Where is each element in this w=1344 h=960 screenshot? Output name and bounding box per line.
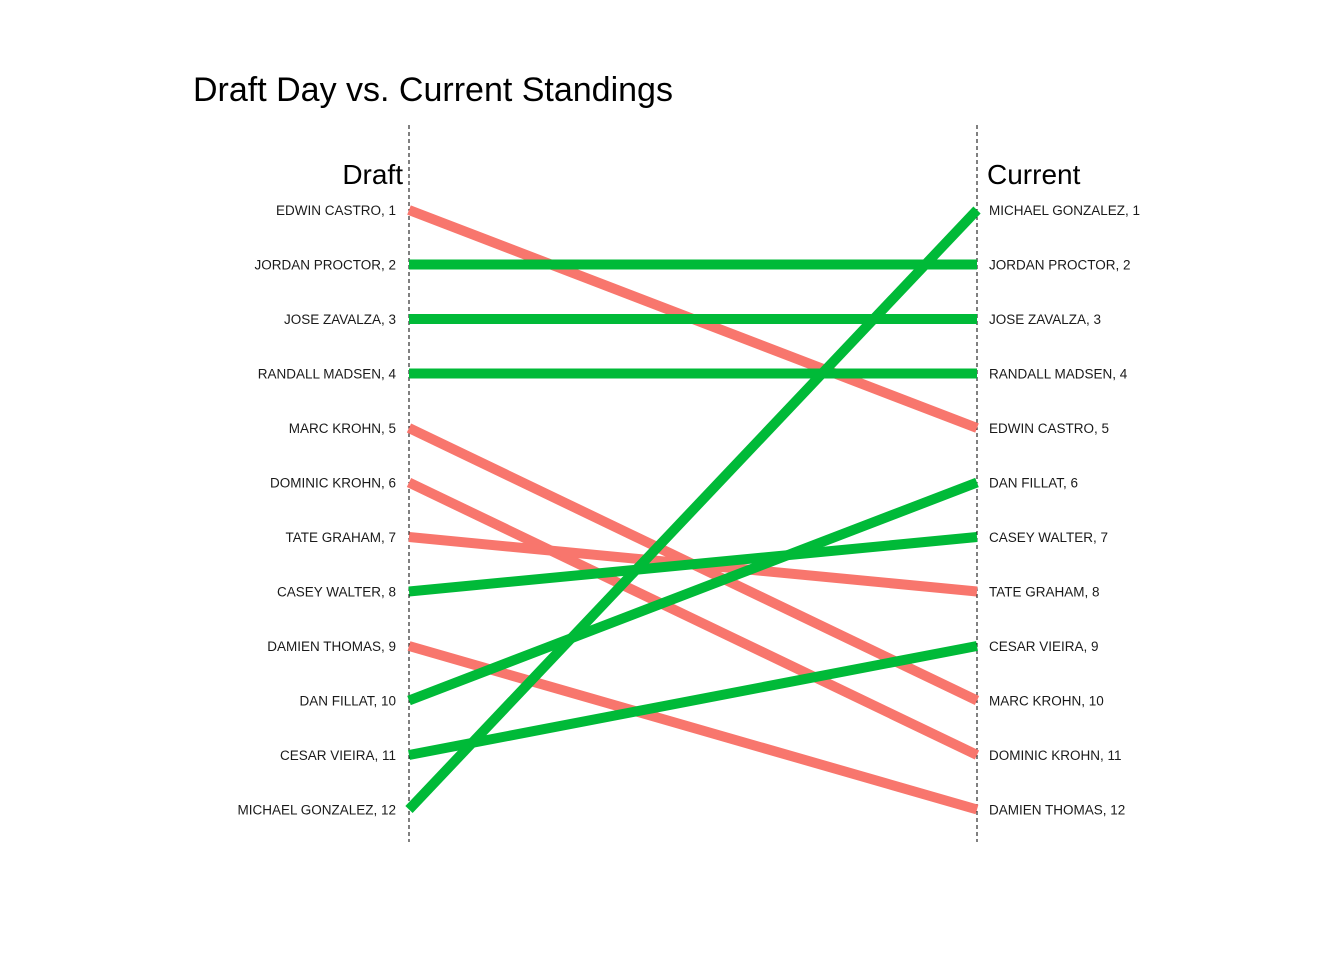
current-label-8: TATE GRAHAM, 8 <box>989 585 1100 600</box>
draft-label-7: TATE GRAHAM, 7 <box>285 530 396 545</box>
draft-label-11: CESAR VIEIRA, 11 <box>280 748 396 763</box>
current-header: Current <box>987 159 1081 190</box>
slope-line-5 <box>406 477 980 760</box>
slope-line-11 <box>405 206 981 813</box>
draft-label-4: RANDALL MADSEN, 4 <box>258 367 397 382</box>
draft-labels: EDWIN CASTRO, 1 JORDAN PROCTOR, 2 JOSE ZAV… <box>237 203 396 818</box>
draft-label-12: MICHAEL GONZALEZ, 12 <box>237 803 396 818</box>
current-label-7: CASEY WALTER, 7 <box>989 530 1108 545</box>
current-labels: MICHAEL GONZALEZ, 1 JORDAN PROCTOR, 2 JOSE… <box>989 203 1140 818</box>
current-label-2: JORDAN PROCTOR, 2 <box>989 258 1131 273</box>
current-label-12: DAMIEN THOMAS, 12 <box>989 803 1125 818</box>
draft-label-2: JORDAN PROCTOR, 2 <box>254 258 396 273</box>
draft-label-1: EDWIN CASTRO, 1 <box>276 203 396 218</box>
slope-line-10 <box>408 641 978 760</box>
current-label-1: MICHAEL GONZALEZ, 1 <box>989 203 1140 218</box>
slope-line-9 <box>407 477 979 706</box>
current-label-3: JOSE ZAVALZA, 3 <box>989 312 1101 327</box>
draft-label-3: JOSE ZAVALZA, 3 <box>284 312 396 327</box>
slope-line-7 <box>408 532 978 597</box>
draft-label-5: MARC KROHN, 5 <box>289 421 396 436</box>
slope-lines <box>405 205 981 815</box>
current-label-11: DOMINIC KROHN, 11 <box>989 748 1122 763</box>
draft-label-10: DAN FILLAT, 10 <box>299 694 396 709</box>
current-label-10: MARC KROHN, 10 <box>989 694 1104 709</box>
chart-title: Draft Day vs. Current Standings <box>193 71 673 109</box>
draft-header: Draft <box>342 159 403 190</box>
slope-line-8 <box>407 641 979 815</box>
current-label-4: RANDALL MADSEN, 4 <box>989 367 1128 382</box>
draft-label-8: CASEY WALTER, 8 <box>277 585 396 600</box>
current-label-9: CESAR VIEIRA, 9 <box>989 639 1099 654</box>
current-label-5: EDWIN CASTRO, 5 <box>989 421 1109 436</box>
draft-label-9: DAMIEN THOMAS, 9 <box>267 639 396 654</box>
current-label-6: DAN FILLAT, 6 <box>989 476 1078 491</box>
draft-label-6: DOMINIC KROHN, 6 <box>270 476 396 491</box>
